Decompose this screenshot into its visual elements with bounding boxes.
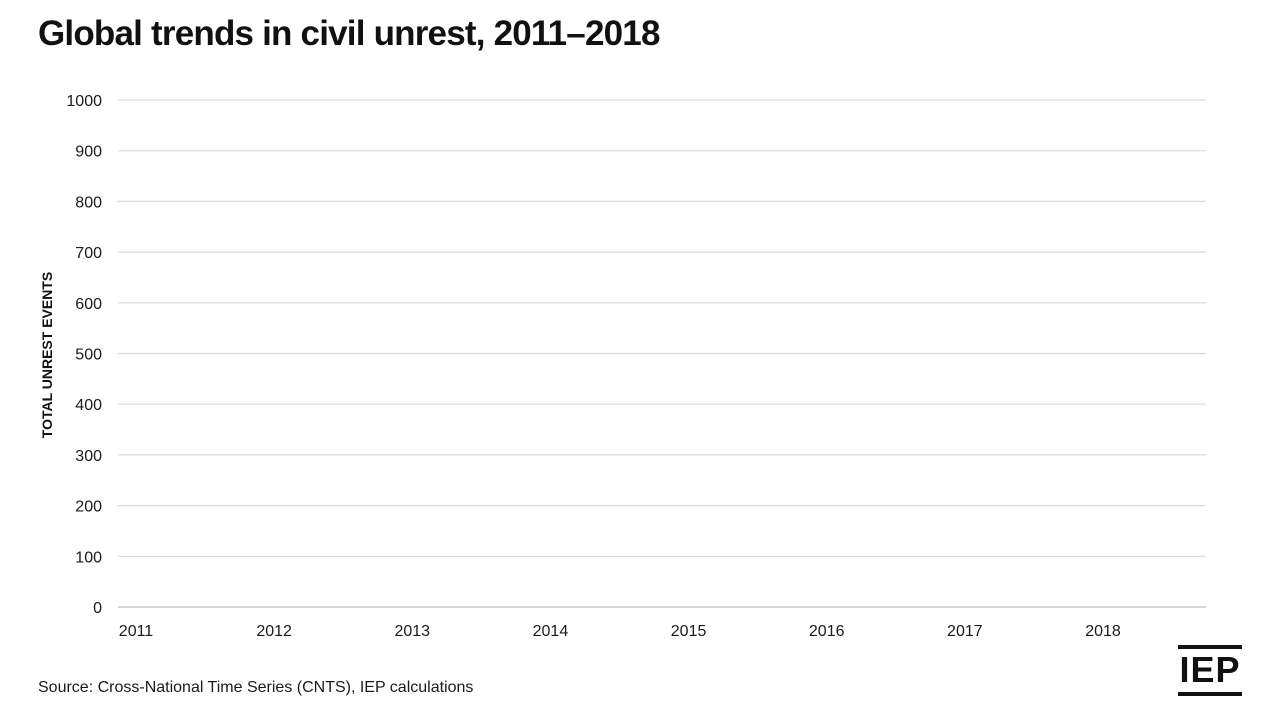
y-tick-label: 300 [75, 448, 102, 465]
x-tick-label: 2016 [809, 623, 845, 640]
logo-bottom-rule [1178, 692, 1242, 696]
source-note: Source: Cross-National Time Series (CNTS… [38, 679, 474, 696]
y-tick-label: 800 [75, 194, 102, 211]
x-tick-label: 2013 [394, 623, 430, 640]
y-tick-label: 400 [75, 397, 102, 414]
y-tick-label: 700 [75, 245, 102, 262]
y-tick-labels: 0 100 200 300 400 500 600 700 800 900 1000 [66, 93, 102, 617]
y-tick-label: 1000 [66, 93, 102, 110]
gridlines [118, 99, 1206, 608]
y-tick-label: 900 [75, 144, 102, 161]
y-tick-label: 600 [75, 296, 102, 313]
logo-top-rule [1178, 645, 1242, 649]
y-tick-label: 200 [75, 499, 102, 516]
y-tick-label: 100 [75, 549, 102, 566]
x-tick-label: 2014 [533, 623, 569, 640]
y-tick-label: 0 [93, 600, 102, 617]
iep-logo: IEP [1178, 645, 1242, 696]
logo-text: IEP [1179, 649, 1241, 690]
x-tick-labels: 2011 2012 2013 2014 2015 2016 2017 2018 [119, 623, 1121, 640]
x-tick-label: 2011 [119, 623, 154, 640]
x-tick-label: 2018 [1085, 623, 1121, 640]
x-tick-label: 2017 [947, 623, 983, 640]
y-tick-label: 500 [75, 347, 102, 364]
x-tick-label: 2012 [256, 623, 292, 640]
chart-title: Global trends in civil unrest, 2011–2018 [38, 14, 660, 53]
x-tick-label: 2015 [671, 623, 707, 640]
